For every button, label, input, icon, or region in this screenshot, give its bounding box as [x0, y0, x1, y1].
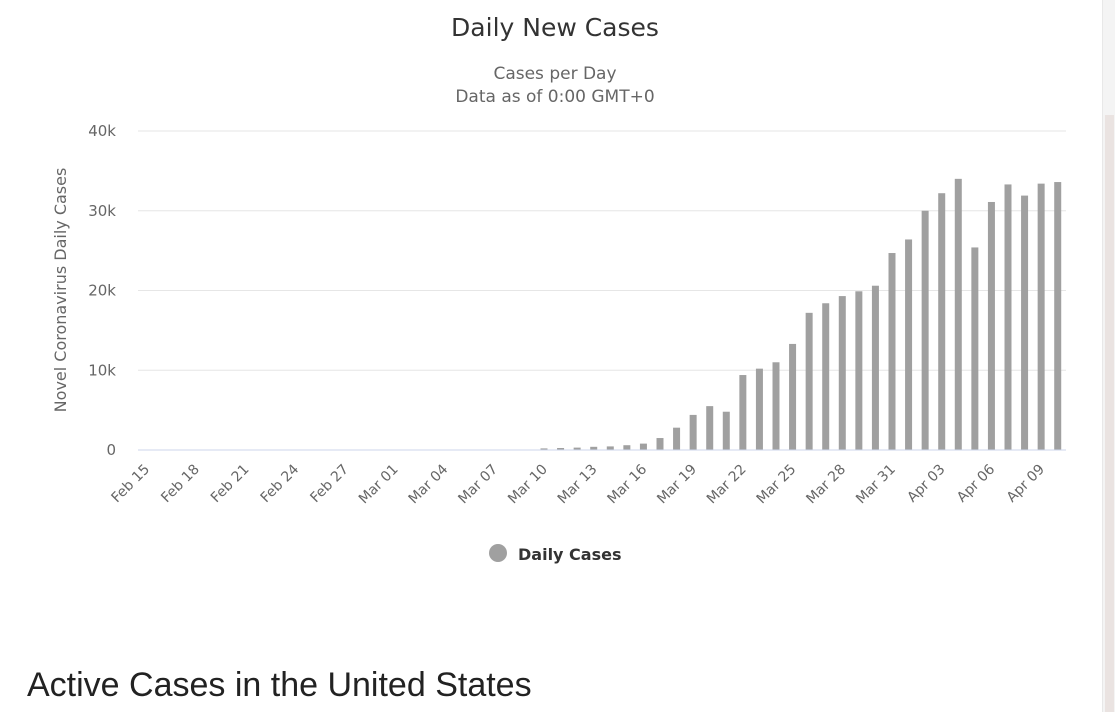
- bar-mar-15[interactable]: [623, 445, 631, 450]
- bar-mar-13[interactable]: [590, 446, 598, 450]
- bar-mar-12[interactable]: [573, 447, 581, 450]
- bar-apr-01[interactable]: [905, 239, 913, 450]
- bar-mar-18[interactable]: [673, 427, 681, 450]
- y-tick-label: 20k: [88, 282, 116, 300]
- y-tick-label: 40k: [88, 122, 116, 140]
- y-tick-label: 30k: [88, 202, 116, 220]
- bar-mar-23[interactable]: [755, 368, 763, 450]
- x-tick-label: Mar 13: [555, 462, 601, 508]
- x-tick-label: Apr 09: [1004, 462, 1048, 506]
- bar-mar-19[interactable]: [689, 414, 697, 450]
- x-tick-label: Mar 22: [704, 462, 750, 508]
- bar-mar-21[interactable]: [722, 411, 730, 450]
- bar-mar-27[interactable]: [822, 303, 830, 450]
- daily-new-cases-chart: Daily New Cases Cases per Day Data as of…: [51, 13, 1066, 564]
- legend[interactable]: Daily Cases: [489, 544, 621, 564]
- x-tick-label: Mar 10: [505, 462, 551, 508]
- bar-apr-08[interactable]: [1021, 195, 1029, 450]
- bar-apr-09[interactable]: [1037, 183, 1045, 450]
- x-tick-label: Mar 16: [605, 461, 651, 507]
- y-axis-ticks: 0 10k 20k 30k 40k: [88, 122, 116, 459]
- page-scrollbar[interactable]: [1102, 0, 1115, 712]
- x-tick-label: Mar 28: [803, 462, 849, 508]
- scrollbar-thumb[interactable]: [1105, 115, 1114, 712]
- bar-mar-16[interactable]: [639, 443, 647, 450]
- bar-mar-31[interactable]: [888, 253, 896, 450]
- bar-apr-07[interactable]: [1004, 184, 1012, 450]
- bar-mar-10[interactable]: [540, 448, 548, 450]
- x-tick-label: Mar 25: [754, 462, 800, 508]
- chart-subtitle-line-2: Data as of 0:00 GMT+0: [455, 87, 654, 107]
- x-tick-label: Mar 01: [356, 462, 402, 508]
- x-tick-label: Feb 24: [258, 461, 303, 506]
- bar-mar-20[interactable]: [706, 406, 714, 450]
- y-axis-title: Novel Coronavirus Daily Cases: [51, 168, 70, 413]
- y-tick-label: 0: [106, 441, 116, 459]
- bar-apr-02[interactable]: [921, 210, 929, 450]
- bar-mar-28[interactable]: [838, 296, 846, 450]
- bar-apr-04[interactable]: [954, 178, 962, 450]
- x-tick-label: Mar 19: [654, 462, 700, 508]
- bar-mar-24[interactable]: [772, 362, 780, 450]
- bar-mar-17[interactable]: [656, 438, 664, 450]
- x-tick-label: Feb 15: [109, 462, 154, 507]
- bar-mar-14[interactable]: [606, 446, 614, 450]
- bar-mar-30[interactable]: [871, 285, 879, 450]
- legend-label[interactable]: Daily Cases: [518, 545, 621, 564]
- x-tick-label: Apr 03: [904, 462, 948, 506]
- bar-mar-11[interactable]: [557, 448, 565, 450]
- y-tick-label: 10k: [88, 361, 116, 379]
- x-axis-ticks: Feb 15 Feb 18 Feb 21 Feb 24 Feb 27 Mar 01 Mar …: [109, 461, 1048, 507]
- bar-apr-05[interactable]: [971, 247, 979, 450]
- x-tick-label: Feb 21: [208, 462, 253, 507]
- bar-series-daily-cases[interactable]: [540, 178, 1062, 451]
- chart-subtitle-line-1: Cases per Day: [493, 64, 616, 84]
- x-tick-label: Mar 04: [406, 461, 452, 507]
- x-tick-label: Feb 18: [158, 462, 203, 507]
- bar-mar-22[interactable]: [739, 375, 747, 450]
- bar-mar-26[interactable]: [805, 312, 813, 450]
- x-tick-label: Feb 27: [307, 462, 352, 507]
- bar-apr-06[interactable]: [987, 201, 995, 450]
- chart-title: Daily New Cases: [451, 13, 659, 42]
- legend-symbol: [489, 544, 507, 562]
- bar-apr-10[interactable]: [1054, 182, 1062, 451]
- x-tick-label: Mar 31: [853, 462, 899, 508]
- x-tick-label: Apr 06: [954, 461, 998, 505]
- x-tick-label: Mar 07: [455, 462, 501, 508]
- bar-mar-29[interactable]: [855, 291, 863, 450]
- bar-mar-25[interactable]: [789, 343, 797, 450]
- bar-apr-03[interactable]: [938, 193, 946, 450]
- section-heading: Active Cases in the United States: [27, 666, 532, 704]
